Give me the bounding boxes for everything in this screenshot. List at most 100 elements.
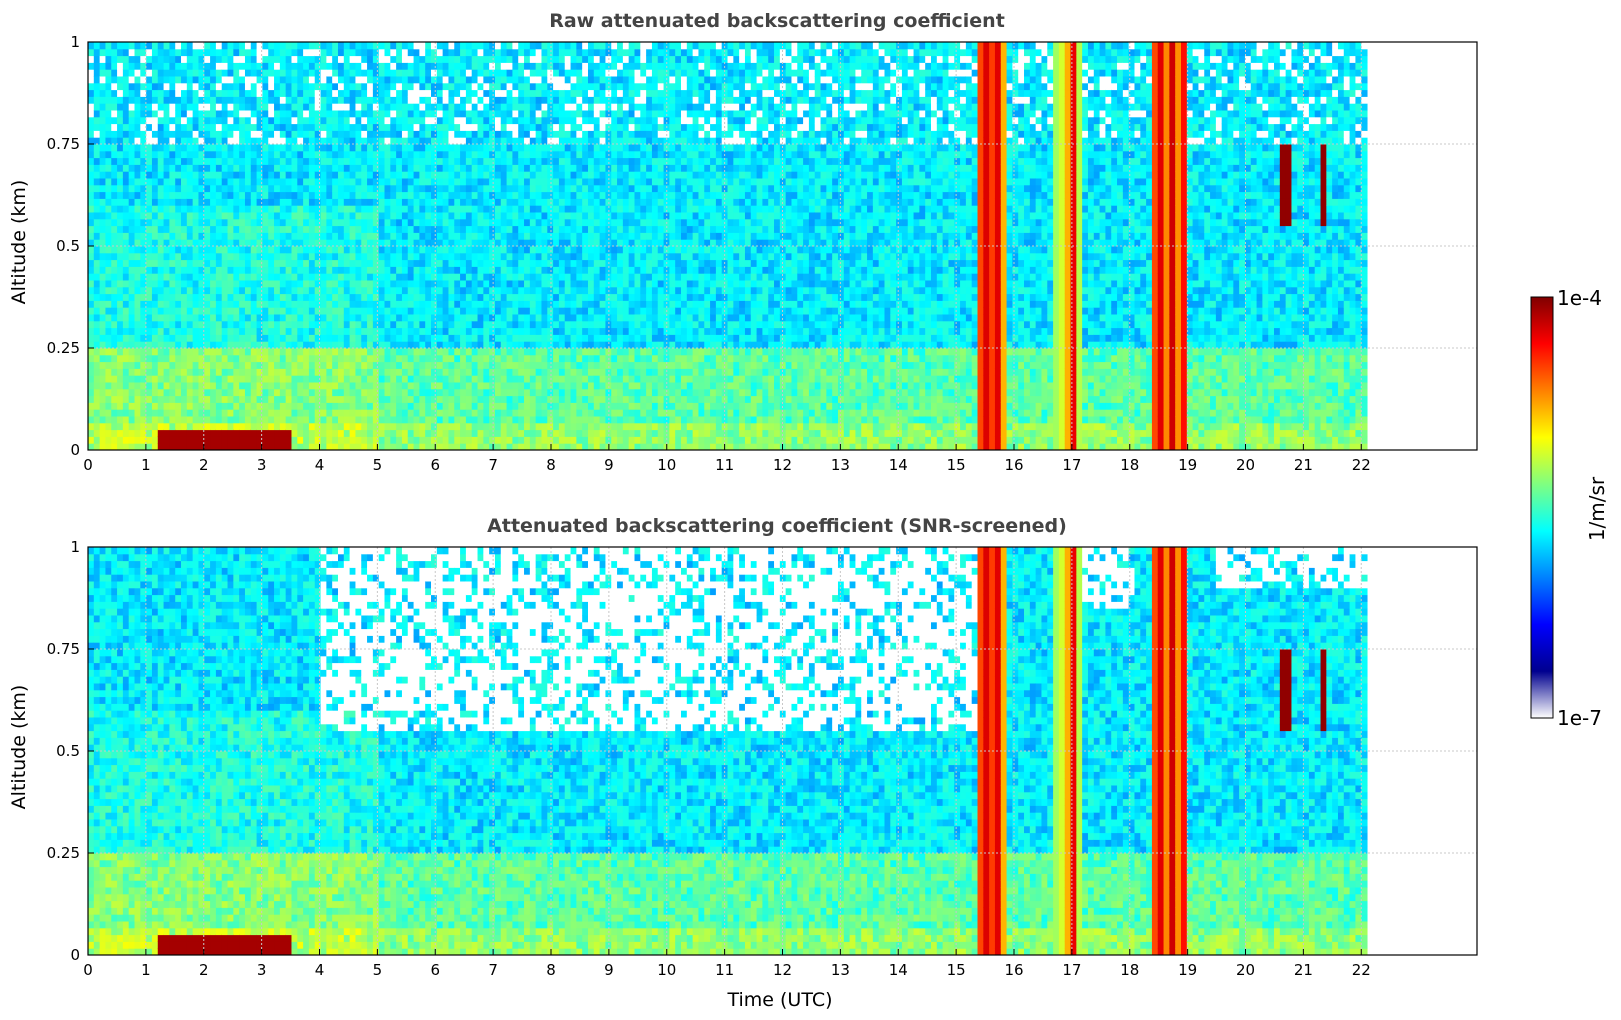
heatmap-cell: [134, 144, 141, 152]
heatmap-cell: [268, 307, 275, 315]
heatmap-cell: [268, 184, 275, 193]
heatmap-cell: [134, 103, 141, 111]
heatmap-cell: [407, 259, 415, 267]
heatmap-cell: [111, 409, 118, 417]
heatmap-cell: [407, 409, 415, 417]
heatmap-cell: [285, 402, 292, 410]
heatmap-cell: [332, 171, 339, 179]
heatmap-cell: [355, 96, 362, 104]
heatmap-cell: [163, 259, 170, 267]
heatmap-cell: [99, 443, 106, 451]
heatmap-cell: [558, 252, 566, 261]
heatmap-cell: [314, 327, 322, 335]
heatmap-cell: [297, 416, 304, 424]
heatmap-cell: [558, 266, 566, 274]
heatmap-cell: [564, 212, 572, 220]
heatmap-cell: [436, 191, 444, 199]
heatmap-cell: [262, 89, 269, 97]
heatmap-cell: [535, 361, 542, 369]
heatmap-cell: [477, 212, 484, 220]
heatmap-cell: [99, 232, 106, 240]
heatmap-cell: [146, 334, 153, 342]
heatmap-cell: [367, 239, 374, 247]
heatmap-cell: [372, 368, 380, 376]
heatmap-cell: [436, 48, 444, 57]
heatmap-cell: [192, 300, 199, 308]
heatmap-cell: [157, 110, 165, 118]
heatmap-cell: [268, 259, 275, 267]
heatmap-cell: [500, 69, 508, 77]
heatmap-cell: [401, 280, 409, 288]
heatmap-cell: [558, 409, 566, 417]
heatmap-cell: [320, 259, 327, 267]
heatmap-cell: [175, 273, 182, 281]
heatmap-cell: [215, 334, 223, 342]
heatmap-cell: [157, 82, 165, 91]
heatmap-cell: [314, 82, 322, 91]
heatmap-cell: [210, 116, 217, 125]
heatmap-cell: [524, 116, 531, 125]
heatmap-cell: [314, 286, 322, 295]
heatmap-cell: [337, 48, 345, 57]
heatmap-cell: [431, 55, 438, 63]
heatmap-cell: [169, 164, 176, 172]
heatmap-cell: [274, 89, 281, 97]
heatmap-cell: [500, 429, 508, 437]
heatmap-cell: [494, 205, 502, 213]
heatmap-cell: [500, 89, 508, 97]
heatmap-cell: [494, 327, 502, 335]
heatmap-cell: [529, 280, 537, 288]
heatmap-cell: [250, 320, 258, 329]
heatmap-cell: [111, 246, 118, 254]
heatmap-cell: [285, 184, 292, 193]
heatmap-cell: [314, 273, 322, 281]
heatmap-cell: [541, 212, 548, 220]
heatmap-cell: [378, 388, 385, 397]
heatmap-cell: [198, 327, 205, 335]
heatmap-cell: [384, 76, 391, 84]
heatmap-cell: [210, 82, 217, 91]
heatmap-cell: [163, 348, 170, 356]
heatmap-cell: [320, 225, 327, 233]
heatmap-cell: [541, 375, 548, 383]
heatmap-cell: [558, 320, 566, 329]
heatmap-cell: [367, 429, 374, 437]
heatmap-cell: [233, 130, 240, 138]
heatmap-cell: [227, 116, 234, 125]
heatmap-cell: [361, 116, 368, 125]
heatmap-cell: [314, 69, 322, 77]
heatmap-cell: [477, 436, 484, 444]
heatmap-cell: [314, 157, 322, 165]
heatmap-cell: [146, 212, 153, 220]
heatmap-cell: [157, 76, 165, 84]
heatmap-cell: [460, 137, 467, 145]
heatmap-cell: [436, 266, 444, 274]
heatmap-cell: [378, 164, 385, 172]
heatmap-cell: [384, 327, 391, 335]
heatmap-cell: [239, 300, 246, 308]
heatmap-cell: [117, 123, 124, 131]
heatmap-cell: [274, 212, 281, 220]
heatmap-cell: [396, 354, 403, 363]
heatmap-cell: [210, 259, 217, 267]
heatmap-cell: [378, 395, 385, 403]
heatmap-cell: [285, 273, 292, 281]
heatmap-cell: [512, 110, 519, 118]
heatmap-cell: [314, 246, 322, 254]
heatmap-cell: [407, 225, 415, 233]
heatmap-cell: [489, 388, 496, 397]
heatmap-cell: [128, 171, 136, 179]
heatmap-cell: [332, 123, 339, 131]
heatmap-cell: [186, 69, 194, 77]
heatmap-cell: [256, 341, 263, 349]
heatmap-cell: [500, 409, 508, 417]
heatmap-cell: [221, 144, 229, 152]
heatmap-cell: [239, 259, 246, 267]
heatmap-cell: [518, 293, 525, 301]
heatmap-cell: [343, 368, 351, 376]
heatmap-cell: [553, 422, 560, 431]
heatmap-cell: [198, 48, 205, 57]
heatmap-cell: [518, 300, 525, 308]
heatmap-cell: [268, 110, 275, 118]
heatmap-cell: [93, 246, 101, 254]
